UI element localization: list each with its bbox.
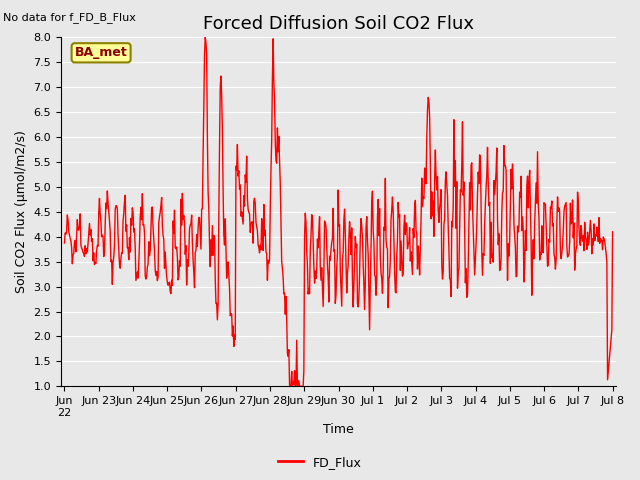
Title: Forced Diffusion Soil CO2 Flux: Forced Diffusion Soil CO2 Flux	[203, 15, 474, 33]
Legend: FD_Flux: FD_Flux	[273, 451, 367, 474]
Y-axis label: Soil CO2 Flux (μmol/m2/s): Soil CO2 Flux (μmol/m2/s)	[15, 131, 28, 293]
Text: BA_met: BA_met	[75, 46, 127, 60]
X-axis label: Time: Time	[323, 423, 354, 436]
Text: No data for f_FD_B_Flux: No data for f_FD_B_Flux	[3, 12, 136, 23]
